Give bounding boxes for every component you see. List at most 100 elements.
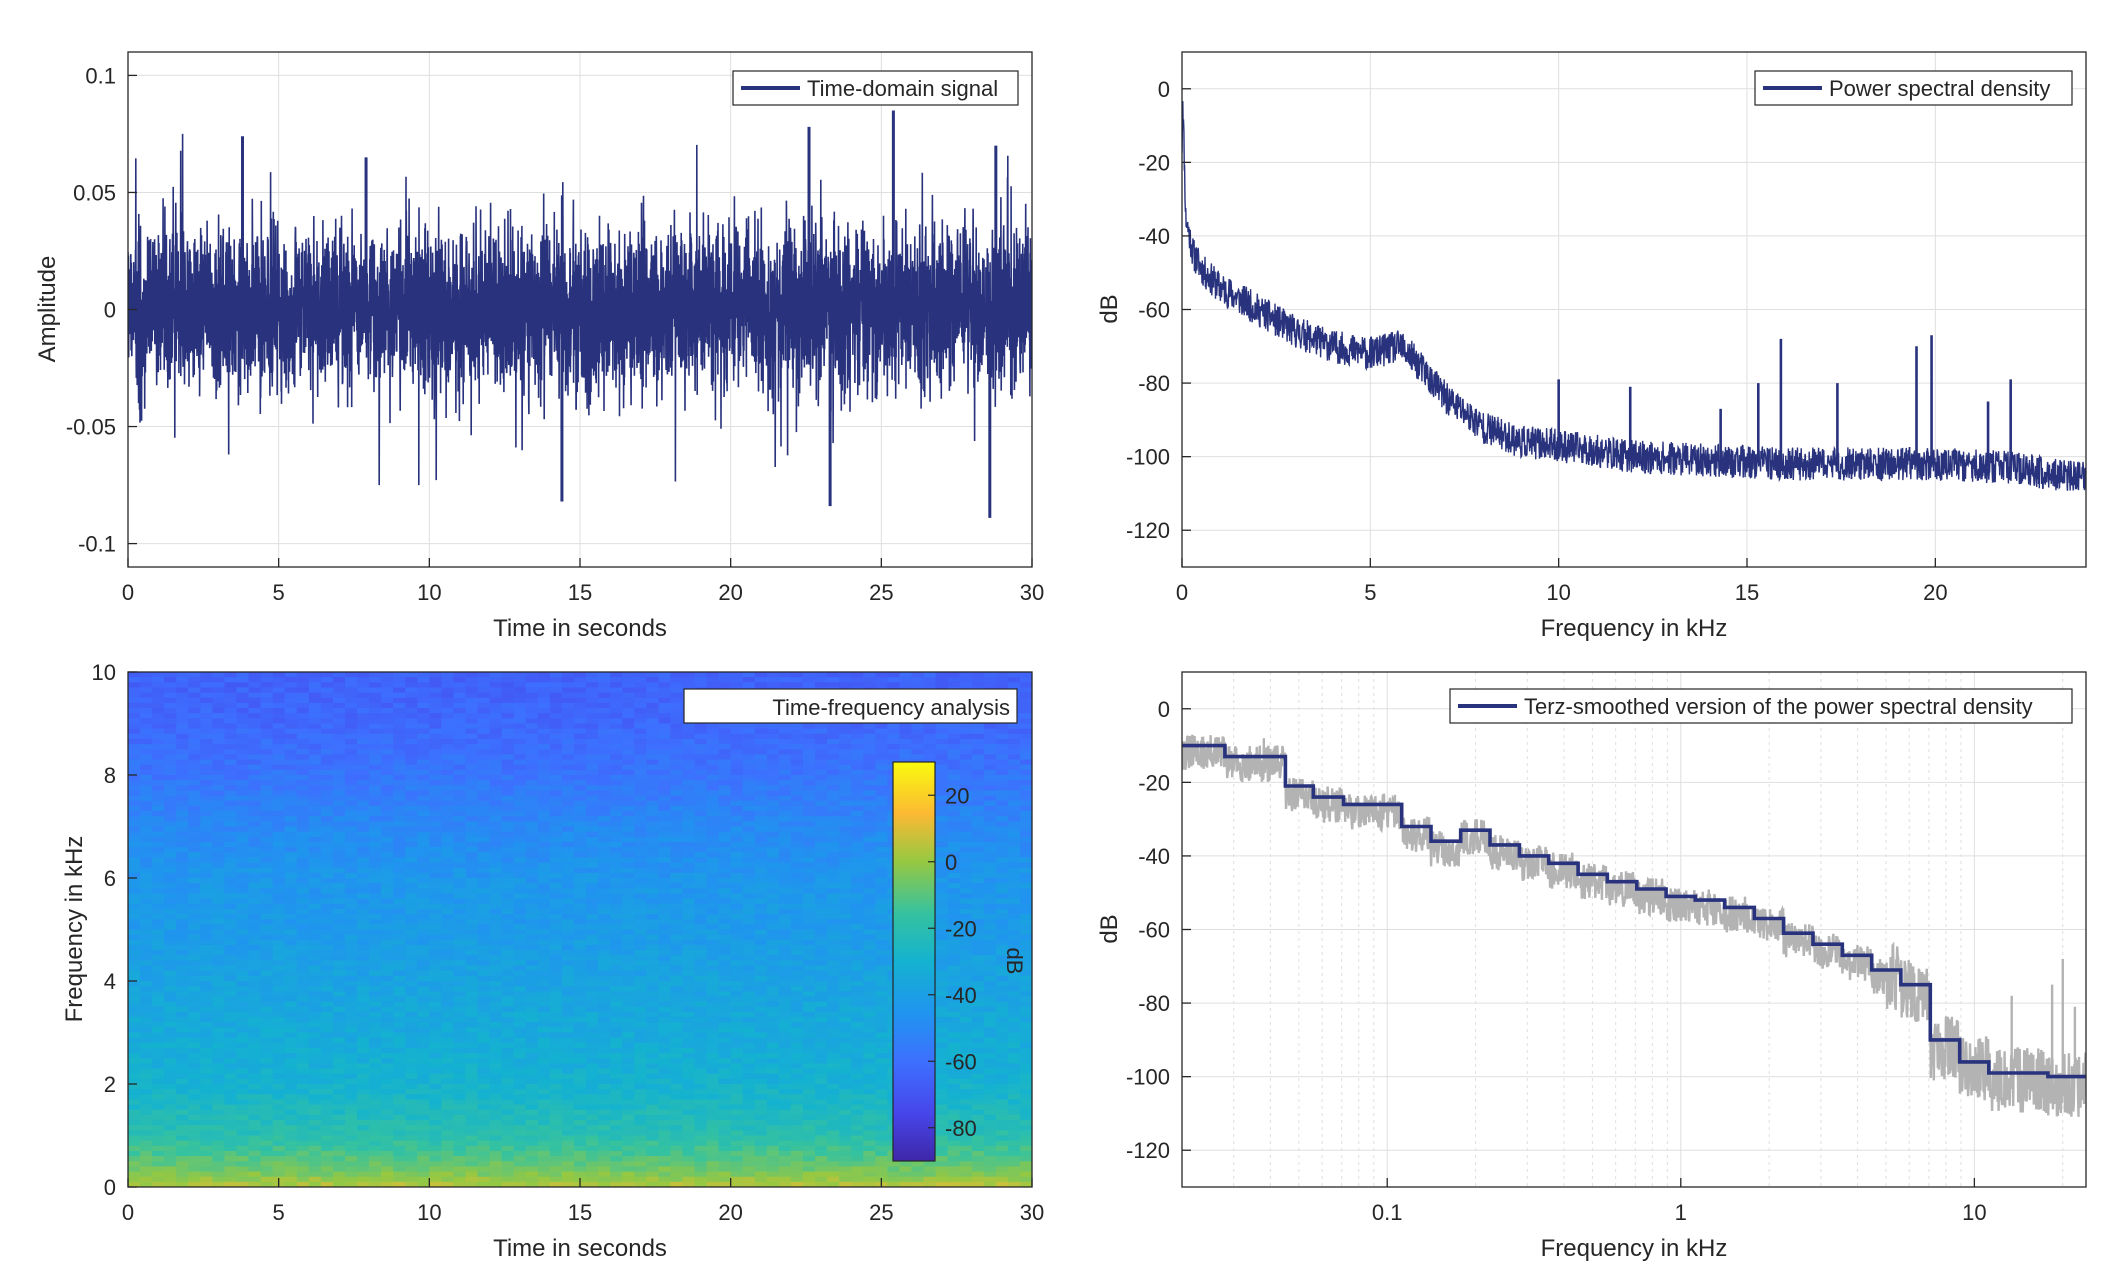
spectrogram-cell bbox=[610, 862, 623, 869]
spectrogram-cell bbox=[875, 749, 888, 755]
spectrogram-cell bbox=[308, 955, 322, 961]
spectrogram-cell bbox=[983, 996, 997, 1003]
spectrogram-cell bbox=[766, 903, 780, 910]
spectrogram-cell bbox=[260, 883, 274, 889]
spectrogram-cell bbox=[236, 811, 250, 817]
spectrogram-cell bbox=[284, 836, 298, 843]
spectrogram-cell bbox=[586, 939, 599, 946]
spectrogram-cell bbox=[598, 754, 611, 761]
spectrogram-cell bbox=[164, 697, 177, 704]
spectrogram-cell bbox=[248, 738, 262, 745]
spectrogram-cell bbox=[815, 1001, 828, 1008]
spectrogram-cell bbox=[815, 805, 828, 812]
spectrogram-cell bbox=[140, 908, 153, 915]
spectrogram-cell bbox=[332, 697, 346, 704]
spectrogram-cell bbox=[320, 682, 334, 689]
spectrogram-cell bbox=[827, 944, 840, 951]
spectrogram-cell bbox=[875, 883, 888, 889]
spectrogram-cell bbox=[598, 914, 611, 920]
spectrogram-cell bbox=[381, 672, 394, 678]
spectrogram-cell bbox=[296, 672, 310, 678]
spectrogram-cell bbox=[586, 903, 599, 910]
spectrogram-cell bbox=[959, 811, 973, 817]
spectrogram-cell bbox=[875, 888, 888, 895]
spectrogram-cell bbox=[128, 795, 141, 802]
spectrogram-cell bbox=[561, 893, 575, 900]
spectrogram-cell bbox=[513, 775, 527, 781]
spectrogram-cell bbox=[128, 697, 141, 704]
spectrogram-cell bbox=[983, 780, 997, 786]
spectrogram-cell bbox=[176, 939, 189, 946]
spectrogram-cell bbox=[983, 975, 997, 982]
spectrogram-cell bbox=[429, 883, 442, 889]
spectrogram-cell bbox=[549, 965, 563, 972]
spectrogram-cell bbox=[453, 749, 467, 755]
spectrogram-cell bbox=[827, 898, 840, 905]
spectrogram-cell bbox=[1007, 857, 1021, 864]
spectrogram-cell bbox=[369, 811, 382, 817]
spectrogram-cell bbox=[935, 986, 949, 992]
spectrogram-cell bbox=[429, 914, 442, 920]
spectrogram-cell bbox=[128, 800, 141, 807]
spectrogram-cell bbox=[224, 687, 238, 694]
spectrogram-cell bbox=[802, 836, 816, 843]
spectrogram-cell bbox=[839, 852, 852, 858]
spectrogram-cell bbox=[357, 965, 370, 972]
spectrogram-cell bbox=[935, 775, 949, 781]
spectrogram-cell bbox=[622, 723, 635, 730]
spectrogram-cell bbox=[465, 888, 479, 895]
spectrogram-cell bbox=[670, 718, 684, 725]
spectrogram-cell bbox=[296, 759, 310, 766]
spectrogram-cell bbox=[381, 687, 394, 694]
spectrogram-cell bbox=[947, 759, 961, 766]
spectrogram-cell bbox=[827, 1001, 840, 1008]
spectrogram-cell bbox=[634, 862, 647, 869]
spectrogram-cell bbox=[646, 996, 659, 1003]
spectrogram-cell bbox=[610, 975, 623, 982]
spectrogram-cell bbox=[441, 981, 455, 987]
spectrogram-cell bbox=[393, 914, 406, 920]
spectrogram-cell bbox=[778, 867, 792, 874]
spectrogram-cell bbox=[501, 888, 515, 895]
spectrogram-cell bbox=[1007, 841, 1021, 848]
spectrogram-cell bbox=[272, 857, 286, 864]
spectrogram-cell bbox=[947, 914, 961, 920]
spectrogram-cell bbox=[863, 831, 876, 838]
spectrogram-cell bbox=[935, 914, 949, 920]
spectrogram-cell bbox=[561, 852, 575, 858]
spectrogram-cell bbox=[790, 950, 804, 956]
time-signal-xtick-label: 5 bbox=[273, 580, 285, 605]
spectrogram-cell bbox=[766, 847, 780, 853]
spectrogram-cell bbox=[802, 1001, 816, 1008]
spectrogram-cell bbox=[634, 775, 647, 781]
spectrogram-cell bbox=[586, 883, 599, 889]
spectrogram-cell bbox=[634, 687, 647, 694]
spectrogram-cell bbox=[718, 831, 732, 838]
spectrogram-cell bbox=[947, 728, 961, 735]
spectrogram-cell bbox=[947, 836, 961, 843]
spectrogram-cell bbox=[369, 934, 382, 941]
time-signal-xtick-label: 15 bbox=[568, 580, 592, 605]
spectrogram-cell bbox=[742, 785, 756, 792]
spectrogram-cell bbox=[236, 862, 250, 869]
spectrogram-cell bbox=[284, 847, 298, 853]
spectrogram-cell bbox=[344, 672, 358, 678]
spectrogram-cell bbox=[682, 744, 696, 750]
spectrogram-cell bbox=[284, 950, 298, 956]
spectrogram-cell bbox=[1019, 821, 1032, 828]
spectrogram-cell bbox=[128, 841, 141, 848]
spectrogram-cell bbox=[959, 759, 973, 766]
spectrogram-cell bbox=[140, 872, 153, 879]
spectrogram-cell bbox=[393, 872, 406, 879]
spectrogram-cell bbox=[947, 872, 961, 879]
spectrogram-cell bbox=[694, 975, 708, 982]
spectrogram-cell bbox=[284, 893, 298, 900]
spectrogram-cell bbox=[790, 883, 804, 889]
spectrogram-cell bbox=[176, 687, 189, 694]
spectrogram-cell bbox=[658, 867, 671, 874]
spectrogram-cell bbox=[405, 672, 418, 678]
spectrogram-cell bbox=[429, 944, 442, 951]
spectrogram-cell bbox=[453, 836, 467, 843]
spectrogram-cell bbox=[284, 697, 298, 704]
spectrogram-cell bbox=[911, 682, 925, 689]
